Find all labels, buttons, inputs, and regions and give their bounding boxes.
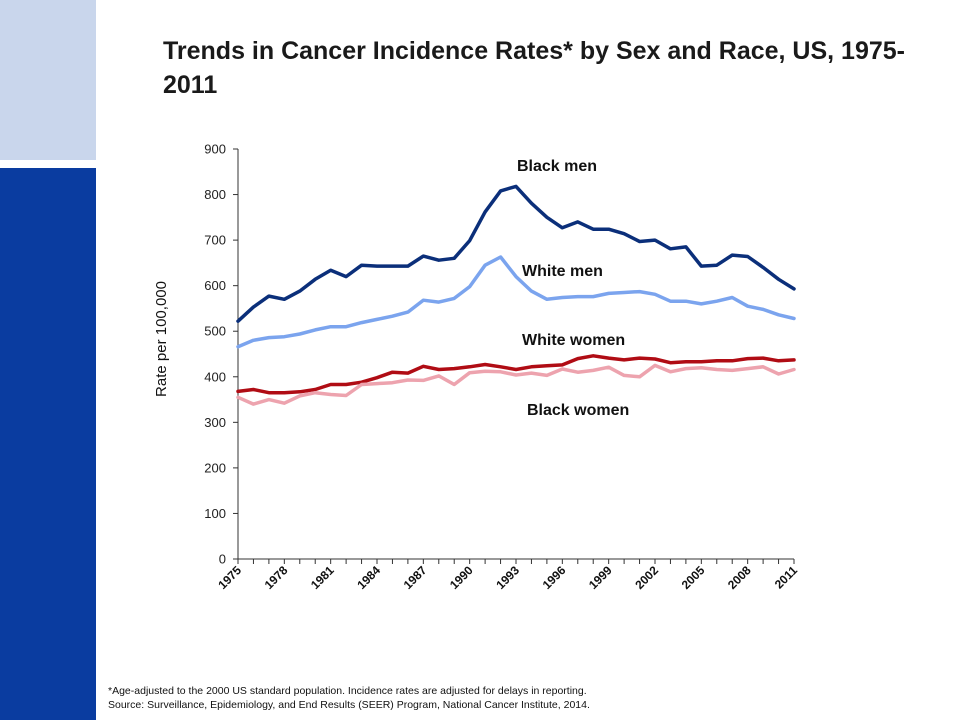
x-tick-label: 1984 [354,563,383,592]
footnote-age-adjusted: *Age-adjusted to the 2000 US standard po… [108,685,587,697]
x-tick-label: 1987 [401,563,430,592]
series-line-black-men [236,184,796,323]
y-tick-label: 400 [204,369,226,384]
y-tick-label: 900 [204,142,226,157]
line-chart: 0 100 200 300 400 500 600 700 800 900 1975 1978 1981… [153,142,801,593]
y-tick-label: 800 [204,187,226,202]
x-tick-label: 1978 [262,563,291,592]
y-tick-label: 100 [204,506,226,521]
y-tick-label: 300 [204,415,226,430]
series-label-black-women: Black women [527,402,629,419]
footnote: *Age-adjusted to the 2000 US standard po… [108,684,590,712]
series-label-white-men: White men [522,263,603,280]
page-title: Trends in Cancer Incidence Rates* by Sex… [163,37,905,99]
decorative-bar-dark [0,168,96,720]
series-line-black-women [236,363,796,406]
series-label-black-men: Black men [517,158,597,175]
x-tick-label: 2005 [679,563,708,592]
y-tick-label: 0 [219,552,226,567]
y-tick-label: 600 [204,278,226,293]
y-tick-label: 700 [204,233,226,248]
decorative-bar-light [0,0,96,160]
x-tick-label: 1996 [540,563,569,592]
x-tick-label: 1990 [447,563,476,592]
x-tick-label: 2002 [632,563,661,592]
x-tick-label: 1993 [493,563,522,592]
y-tick-label: 500 [204,324,226,339]
x-tick-label: 2011 [772,563,801,592]
chart-series-labels: Black men White men White women Black women [517,158,629,419]
x-tick-label: 2008 [725,563,754,592]
series-label-white-women: White women [522,332,625,349]
y-axis-title: Rate per 100,000 [153,281,170,397]
chart-lines [236,184,796,406]
series-line-white-men [236,255,796,349]
footnote-source: Source: Surveillance, Epidemiology, and … [108,699,590,711]
x-tick-label: 1981 [308,563,337,592]
y-tick-label: 200 [204,460,226,475]
x-tick-label: 1999 [586,563,615,592]
series-line-white-women [236,354,796,395]
x-tick-label: 1975 [215,563,244,592]
